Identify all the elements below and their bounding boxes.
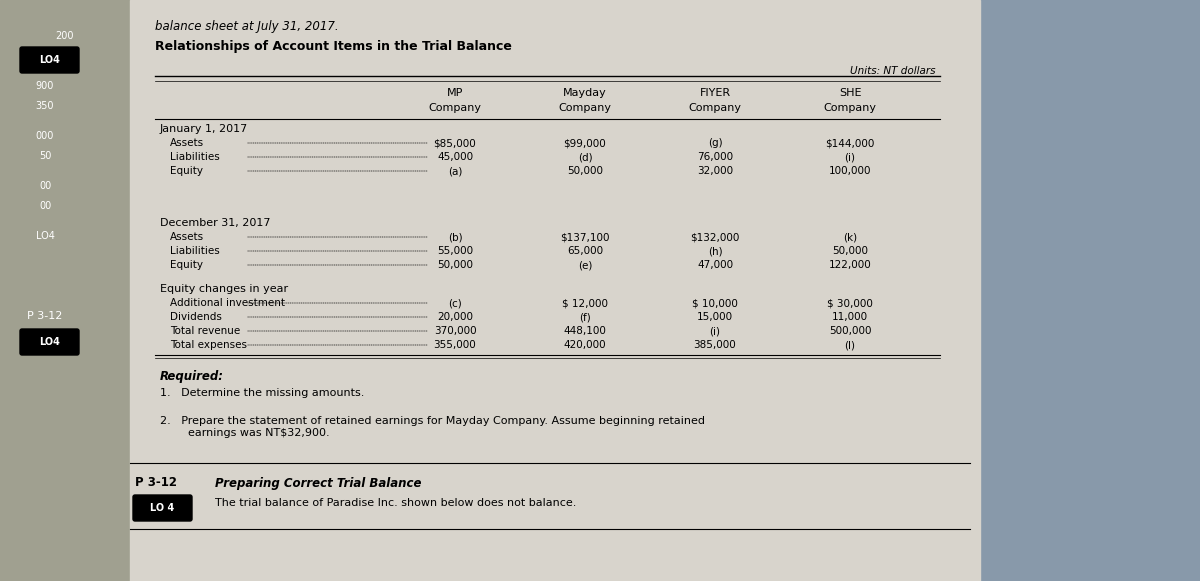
Text: 385,000: 385,000 bbox=[694, 340, 737, 350]
Text: LO4: LO4 bbox=[40, 337, 60, 347]
Text: P 3-11: P 3-11 bbox=[40, 51, 71, 61]
Text: Total revenue: Total revenue bbox=[170, 326, 240, 336]
Text: (f): (f) bbox=[580, 312, 590, 322]
Text: (h): (h) bbox=[708, 246, 722, 256]
Text: 47,000: 47,000 bbox=[697, 260, 733, 270]
Text: 200: 200 bbox=[55, 31, 74, 41]
Text: 900: 900 bbox=[36, 81, 54, 91]
FancyBboxPatch shape bbox=[20, 329, 79, 355]
Text: Additional investment: Additional investment bbox=[170, 298, 286, 308]
Text: 448,100: 448,100 bbox=[564, 326, 606, 336]
Text: $ 10,000: $ 10,000 bbox=[692, 298, 738, 308]
FancyBboxPatch shape bbox=[133, 495, 192, 521]
Text: 11,000: 11,000 bbox=[832, 312, 868, 322]
Text: 370,000: 370,000 bbox=[433, 326, 476, 336]
Text: LO4: LO4 bbox=[40, 55, 60, 65]
Bar bbox=[0, 0, 130, 581]
Text: LO 4: LO 4 bbox=[150, 503, 175, 513]
Text: 00: 00 bbox=[38, 201, 52, 211]
Text: 15,000: 15,000 bbox=[697, 312, 733, 322]
Text: 355,000: 355,000 bbox=[433, 340, 476, 350]
Text: 50,000: 50,000 bbox=[568, 166, 604, 176]
Text: 50,000: 50,000 bbox=[832, 246, 868, 256]
Text: Liabilities: Liabilities bbox=[170, 152, 220, 162]
Text: 1.   Determine the missing amounts.: 1. Determine the missing amounts. bbox=[160, 388, 365, 398]
Text: (i): (i) bbox=[709, 326, 720, 336]
Text: The trial balance of Paradise Inc. shown below does not balance.: The trial balance of Paradise Inc. shown… bbox=[215, 498, 576, 508]
Text: $ 12,000: $ 12,000 bbox=[562, 298, 608, 308]
Text: SHE: SHE bbox=[839, 88, 862, 98]
Text: Units: NT dollars: Units: NT dollars bbox=[850, 66, 935, 76]
Text: Assets: Assets bbox=[170, 138, 204, 148]
Text: $144,000: $144,000 bbox=[826, 138, 875, 148]
Text: Company: Company bbox=[558, 103, 612, 113]
Text: 2.   Prepare the statement of retained earnings for Mayday Company. Assume begin: 2. Prepare the statement of retained ear… bbox=[160, 416, 706, 437]
Text: LO 4: LO 4 bbox=[34, 341, 56, 351]
Text: January 1, 2017: January 1, 2017 bbox=[160, 124, 248, 134]
Bar bbox=[980, 0, 1200, 581]
Text: 00: 00 bbox=[38, 181, 52, 191]
Text: 50: 50 bbox=[38, 151, 52, 161]
Text: P 3-12: P 3-12 bbox=[134, 476, 178, 490]
Text: (e): (e) bbox=[578, 260, 592, 270]
Text: Equity: Equity bbox=[170, 166, 203, 176]
Text: Total expenses: Total expenses bbox=[170, 340, 247, 350]
Text: 32,000: 32,000 bbox=[697, 166, 733, 176]
Text: 76,000: 76,000 bbox=[697, 152, 733, 162]
Text: Equity: Equity bbox=[170, 260, 203, 270]
FancyBboxPatch shape bbox=[20, 47, 79, 73]
Text: FIYER: FIYER bbox=[700, 88, 731, 98]
Text: (c): (c) bbox=[448, 298, 462, 308]
Text: Assets: Assets bbox=[170, 232, 204, 242]
Text: December 31, 2017: December 31, 2017 bbox=[160, 218, 270, 228]
Text: Liabilities: Liabilities bbox=[170, 246, 220, 256]
Text: 350: 350 bbox=[36, 101, 54, 111]
Text: MP: MP bbox=[446, 88, 463, 98]
Text: 50,000: 50,000 bbox=[437, 260, 473, 270]
Text: $85,000: $85,000 bbox=[433, 138, 476, 148]
Text: 100,000: 100,000 bbox=[829, 166, 871, 176]
Text: Preparing Correct Trial Balance: Preparing Correct Trial Balance bbox=[215, 476, 421, 490]
Text: P 3-12: P 3-12 bbox=[28, 311, 62, 321]
Text: Mayday: Mayday bbox=[563, 88, 607, 98]
Text: $ 30,000: $ 30,000 bbox=[827, 298, 872, 308]
Text: Company: Company bbox=[823, 103, 876, 113]
Text: (b): (b) bbox=[448, 232, 462, 242]
Text: (l): (l) bbox=[845, 340, 856, 350]
Text: Company: Company bbox=[689, 103, 742, 113]
Text: 122,000: 122,000 bbox=[829, 260, 871, 270]
Text: $99,000: $99,000 bbox=[564, 138, 606, 148]
Text: Equity changes in year: Equity changes in year bbox=[160, 284, 288, 294]
Text: (a): (a) bbox=[448, 166, 462, 176]
Text: 20,000: 20,000 bbox=[437, 312, 473, 322]
Text: $132,000: $132,000 bbox=[690, 232, 739, 242]
Text: 500,000: 500,000 bbox=[829, 326, 871, 336]
Text: 55,000: 55,000 bbox=[437, 246, 473, 256]
Text: LO4: LO4 bbox=[36, 231, 54, 241]
Text: (i): (i) bbox=[845, 152, 856, 162]
Text: $137,100: $137,100 bbox=[560, 232, 610, 242]
Text: Company: Company bbox=[428, 103, 481, 113]
Text: (k): (k) bbox=[842, 232, 857, 242]
Text: Dividends: Dividends bbox=[170, 312, 222, 322]
Text: (g): (g) bbox=[708, 138, 722, 148]
Text: (d): (d) bbox=[577, 152, 593, 162]
Bar bbox=[130, 0, 980, 581]
Text: balance sheet at July 31, 2017.: balance sheet at July 31, 2017. bbox=[155, 20, 338, 33]
Text: 420,000: 420,000 bbox=[564, 340, 606, 350]
Text: Relationships of Account Items in the Trial Balance: Relationships of Account Items in the Tr… bbox=[155, 40, 512, 52]
Text: Required:: Required: bbox=[160, 370, 224, 382]
Text: 65,000: 65,000 bbox=[566, 246, 604, 256]
Text: 45,000: 45,000 bbox=[437, 152, 473, 162]
Text: 000: 000 bbox=[36, 131, 54, 141]
